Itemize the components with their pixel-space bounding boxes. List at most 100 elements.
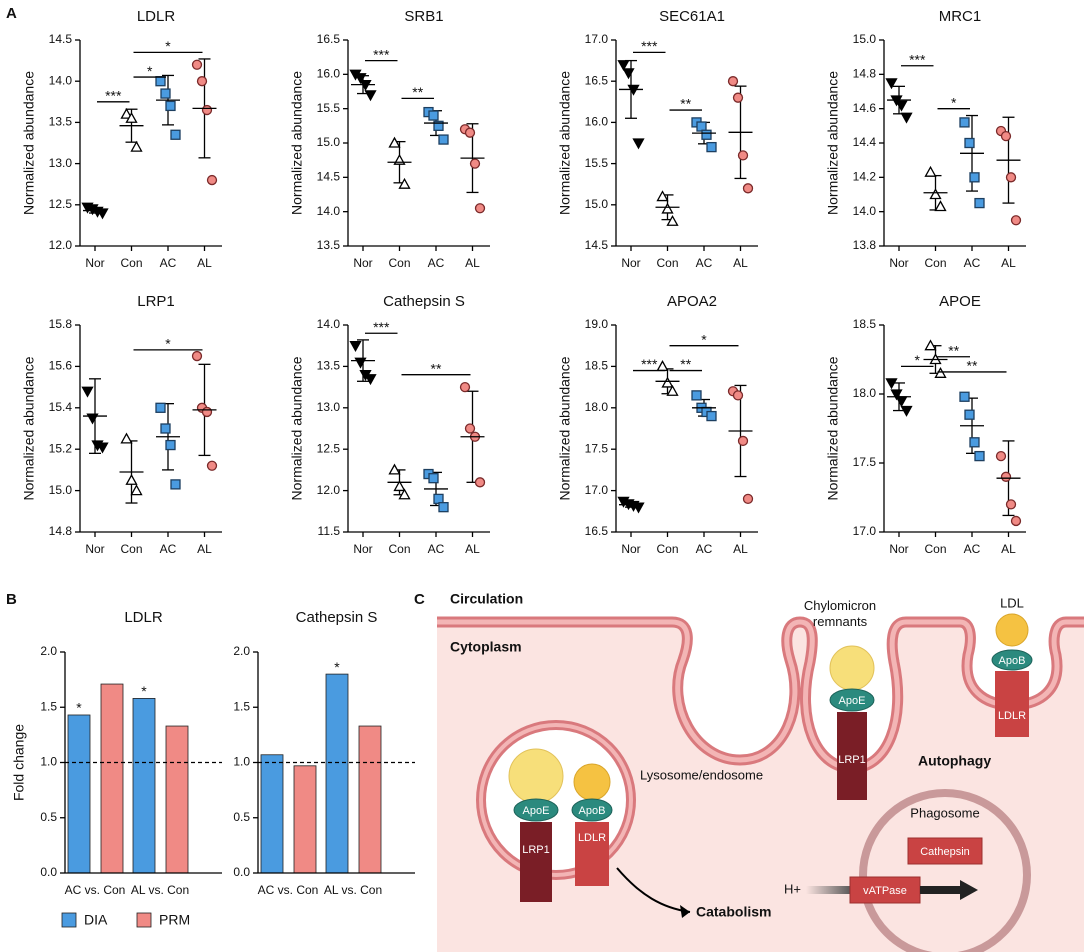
point [995,450,1007,462]
y-tick-label: 18.0 [853,386,877,400]
point [701,129,712,140]
point [160,423,171,434]
x-tick-label: AC [428,256,445,270]
significance-label: ** [412,84,423,100]
panel-label: C [414,591,425,608]
point [969,172,980,183]
point [661,376,674,388]
bar [325,673,349,874]
y-tick-label: 18.5 [853,317,877,331]
label: LDLR [578,832,606,844]
y-tick-label: 12.0 [317,483,341,497]
x-tick-label: AL [197,256,212,270]
point [201,406,213,418]
arrow-head [960,880,978,900]
x-tick-label: AC [964,542,981,556]
point [474,203,486,214]
point [622,68,635,80]
point [165,100,176,112]
y-tick-label: 15.2 [49,441,73,455]
point [96,442,109,454]
point [959,117,970,128]
y-tick-label: 14.5 [317,170,341,184]
y-tick-label: 16.5 [585,524,609,538]
significance-label: ** [967,358,978,374]
point [464,127,476,138]
point [81,386,94,398]
point [969,437,980,448]
x-tick-label: Con [388,542,410,556]
point [924,339,937,351]
label: vATPase [863,885,907,897]
point [885,378,898,390]
point [691,390,702,401]
y-tick-label: 15.0 [585,197,609,211]
y-tick-label: 11.5 [318,524,341,538]
point [732,92,744,103]
significance-label: * [147,63,153,79]
point [632,502,645,514]
point [170,129,181,140]
y-axis-label: Normalized abundance [289,71,305,215]
point [661,202,674,214]
label: ApoB [579,805,606,817]
y-axis-label: Normalized abundance [825,356,841,500]
significance-label: ** [948,342,959,358]
x-tick-label: AL [465,256,480,270]
y-tick-label: 14.8 [49,524,73,538]
label: Catabolism [696,904,771,920]
point [706,141,717,153]
label: LRP1 [522,844,550,856]
y-axis-label: Normalized abundance [21,356,37,500]
y-tick-label: 15.4 [49,400,73,414]
y-tick-label: 15.8 [49,317,73,331]
y-tick-label: 0.0 [233,865,250,879]
point [469,158,481,169]
x-tick-label: Nor [889,256,908,270]
point [364,374,377,386]
x-tick-label: AL vs. Con [324,883,382,897]
y-tick-label: 18.5 [585,359,609,373]
point [354,357,367,369]
x-tick-label: AC [696,542,713,556]
point [974,450,985,462]
chart-title: LDLR [137,8,176,25]
y-tick-label: 0.5 [233,810,250,824]
point [160,88,171,99]
point [196,76,208,87]
chart-title: SRB1 [404,8,443,25]
x-tick-label: Nor [85,542,104,556]
point [617,60,630,72]
y-tick-label: 12.5 [49,197,73,211]
y-tick-label: 17.0 [585,483,609,497]
point [632,138,645,150]
point [959,391,970,402]
y-tick-label: 12.5 [317,441,341,455]
significance-label: *** [373,319,390,335]
point [354,73,367,85]
y-tick-label: 13.5 [317,359,341,373]
point [732,390,744,401]
diagram: Circulation Cytoplasm LDL ApoE LRP1 ApoB… [437,591,1084,952]
point [1000,130,1012,142]
y-tick-label: 16.5 [317,32,341,46]
x-tick-label: Con [120,542,142,556]
x-tick-label: AL [1001,256,1016,270]
point [1005,499,1017,510]
point [130,484,143,496]
y-tick-label: 14.0 [853,204,877,218]
ldlr [575,822,609,886]
point [155,76,166,87]
y-tick-label: 15.0 [853,32,877,46]
significance-label: ** [680,96,691,112]
y-tick-label: 1.5 [40,699,57,713]
chart-title: Cathepsin S [296,609,378,626]
y-tick-label: 0.0 [40,865,57,879]
y-tick-label: 13.8 [853,238,877,252]
point [125,111,138,123]
point [742,493,754,505]
apoe [829,688,875,712]
y-tick-label: 0.5 [40,810,57,824]
x-tick-label: AC [964,256,981,270]
x-tick-label: Con [656,542,678,556]
